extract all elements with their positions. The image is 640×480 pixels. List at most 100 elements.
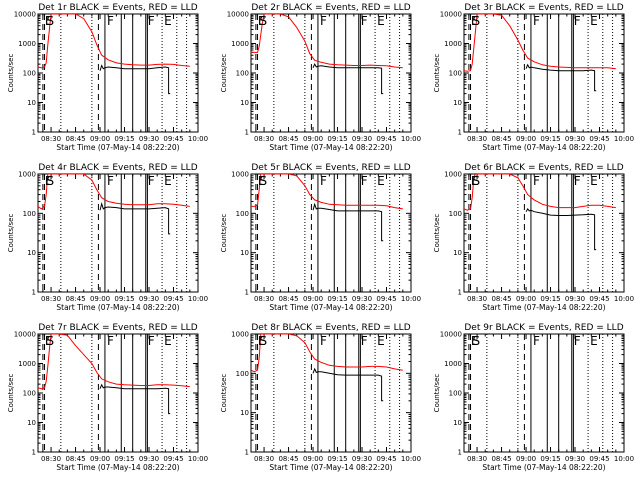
panel-title: Det 9r BLACK = Events, RED = LLD	[464, 323, 623, 333]
events-rate-line	[525, 63, 597, 92]
event-marker-label: F	[320, 174, 327, 188]
x-tick-label: 08:30	[41, 455, 61, 463]
x-tick-label: 10:00	[401, 455, 421, 463]
event-marker-label: F	[320, 14, 327, 28]
y-tick-label: 1000	[18, 40, 36, 48]
panel-det-6: Det 6r BLACK = Events, RED = LLD 1 10 100 10…	[433, 163, 634, 312]
y-tick-label: 1000	[231, 40, 249, 48]
event-marker-label: F	[361, 174, 368, 188]
x-tick-label: 09:15	[327, 295, 347, 303]
event-marker-label: F	[533, 334, 540, 348]
y-axis-label: Counts/sec	[220, 54, 228, 93]
data-layer	[464, 174, 616, 292]
x-tick-label: 08:30	[41, 135, 61, 143]
x-tick-label: 09:00	[516, 295, 536, 303]
x-tick-label: 09:45	[589, 135, 609, 143]
x-tick-label: 08:45	[65, 455, 85, 463]
event-marker-label: S	[260, 334, 268, 348]
y-tick-label: 10	[240, 409, 249, 417]
x-axis-label: Start Time (07-May-14 08:22:20)	[56, 303, 179, 312]
event-marker-label: S	[47, 334, 55, 348]
x-tick-label: 09:15	[114, 455, 134, 463]
x-tick-label: 09:45	[376, 455, 396, 463]
x-tick-label: 08:45	[65, 135, 85, 143]
event-marker-label: F	[107, 14, 114, 28]
y-tick-label: 10	[27, 419, 36, 427]
x-tick-label: 09:00	[516, 455, 536, 463]
y-tick-label: 1	[458, 289, 462, 297]
event-marker-label: F	[533, 174, 540, 188]
lld-rate-line	[38, 334, 190, 390]
panel-title: Det 4r BLACK = Events, RED = LLD	[38, 163, 197, 173]
y-tick-label: 100	[236, 210, 249, 218]
plot-frame	[37, 333, 199, 453]
event-marker-label: E	[590, 334, 598, 348]
x-tick-label: 09:15	[540, 455, 560, 463]
y-tick-label: 10000	[14, 331, 36, 339]
lld-rate-line	[251, 14, 403, 69]
x-axis-label: Start Time (07-May-14 08:22:20)	[269, 463, 392, 472]
event-marker-label: S	[260, 14, 268, 28]
x-tick-label: 09:30	[565, 295, 585, 303]
y-tick-label: 100	[236, 70, 249, 78]
x-tick-label: 10:00	[188, 135, 208, 143]
lld-rate-line	[38, 14, 190, 69]
y-axis-label: Counts/sec	[220, 214, 228, 253]
x-tick-label: 09:15	[540, 295, 560, 303]
x-tick-label: 10:00	[401, 295, 421, 303]
event-marker-label: E	[377, 334, 385, 348]
event-marker-label: E	[590, 14, 598, 28]
y-tick-label: 100	[449, 210, 462, 218]
y-tick-label: 100	[23, 210, 36, 218]
y-tick-label: 1000	[444, 360, 462, 368]
event-marker-label: E	[45, 334, 53, 348]
y-tick-label: 10	[27, 249, 36, 257]
panel-det-3: Det 3r BLACK = Events, RED = LLD 1 10 100 10…	[433, 3, 634, 152]
data-layer	[38, 334, 190, 452]
event-marker-label: S	[473, 14, 481, 28]
x-tick-label: 09:15	[114, 295, 134, 303]
event-marker-label: E	[471, 334, 479, 348]
x-axis-label: Start Time (07-May-14 08:22:20)	[482, 303, 605, 312]
y-tick-label: 1	[458, 129, 462, 137]
x-tick-label: 09:30	[565, 455, 585, 463]
x-tick-label: 09:45	[163, 455, 183, 463]
event-marker-label: E	[164, 14, 172, 28]
event-marker-label: E	[45, 14, 53, 28]
x-tick-label: 08:45	[491, 455, 511, 463]
y-tick-label: 1	[32, 129, 36, 137]
plot-frame	[250, 173, 412, 293]
x-axis-label: Start Time (07-May-14 08:22:20)	[482, 143, 605, 152]
event-marker-label: E	[45, 174, 53, 188]
plot-frame	[463, 333, 625, 453]
x-tick-label: 09:30	[352, 135, 372, 143]
lld-rate-line	[251, 174, 403, 210]
plot-frame	[37, 173, 199, 293]
y-axis-label: Counts/sec	[433, 374, 441, 413]
event-marker-label: S	[47, 14, 55, 28]
y-tick-label: 10	[27, 99, 36, 107]
x-tick-label: 10:00	[188, 295, 208, 303]
event-marker-label: F	[148, 174, 155, 188]
lld-rate-line	[464, 174, 616, 211]
y-axis-label: Counts/sec	[433, 54, 441, 93]
x-axis-label: Start Time (07-May-14 08:22:20)	[56, 463, 179, 472]
y-tick-label: 1000	[444, 171, 462, 179]
event-marker-label: F	[148, 14, 155, 28]
y-tick-label: 100	[23, 70, 36, 78]
y-tick-label: 1000	[444, 40, 462, 48]
x-tick-label: 10:00	[614, 455, 634, 463]
data-layer	[251, 174, 403, 292]
x-tick-label: 09:30	[565, 135, 585, 143]
event-marker-label: F	[361, 334, 368, 348]
x-tick-label: 08:45	[65, 295, 85, 303]
panel-title: Det 3r BLACK = Events, RED = LLD	[464, 3, 623, 13]
x-tick-label: 08:30	[254, 295, 274, 303]
x-tick-label: 09:45	[376, 295, 396, 303]
x-tick-label: 08:45	[278, 135, 298, 143]
event-marker-label: E	[590, 174, 598, 188]
y-tick-label: 10000	[440, 11, 462, 19]
events-rate-line	[312, 202, 384, 242]
y-tick-label: 10	[453, 99, 462, 107]
plot-frame	[250, 13, 412, 133]
